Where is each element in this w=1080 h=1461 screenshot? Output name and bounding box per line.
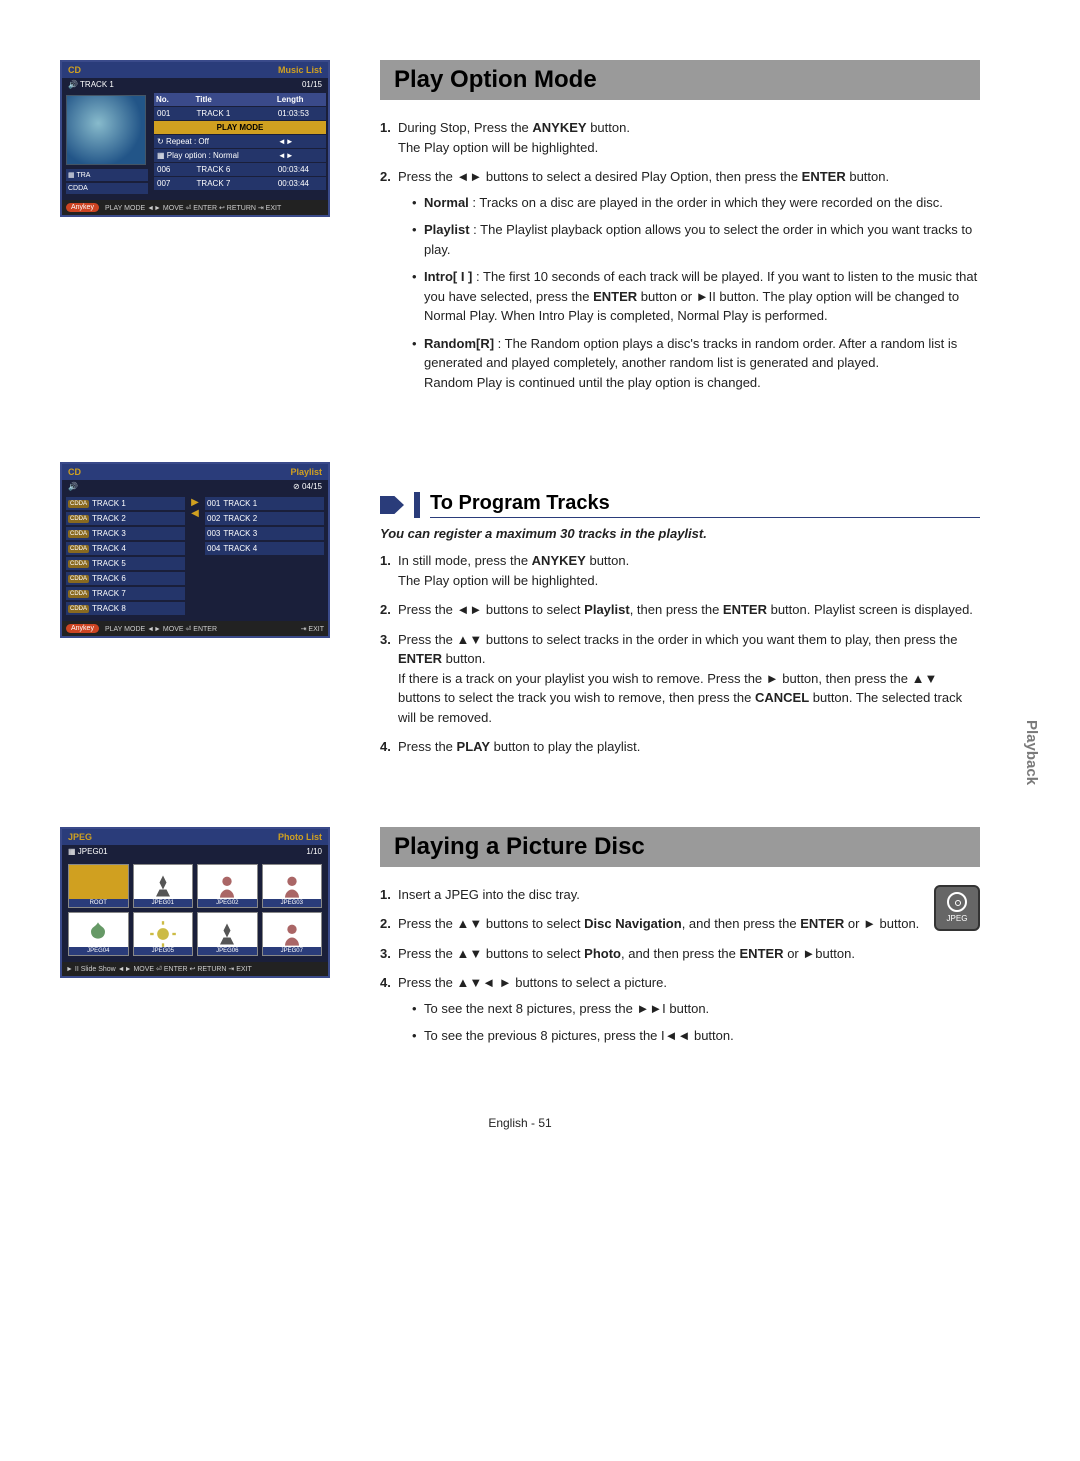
bullet: Intro[ I ] : The first 10 seconds of eac… <box>412 267 980 326</box>
osd-count: ⊘ 04/15 <box>293 482 322 491</box>
step-text: Insert a JPEG into the disc tray. <box>398 887 580 902</box>
step-text: In still mode, press the ANYKEY button.T… <box>398 553 629 588</box>
step-list: 1.Insert a JPEG into the disc tray. 2.Pr… <box>380 885 980 1046</box>
arrow-icon <box>380 496 404 514</box>
playlist-source-row: CDDATRACK 4 <box>66 542 185 555</box>
step-list: 1.In still mode, press the ANYKEY button… <box>380 551 980 757</box>
photo-thumbnail: JPEG01 <box>133 864 194 908</box>
osd-footer: Anykey PLAY MODE ◄► MOVE ⏎ ENTER ⇥ EXIT <box>62 621 328 636</box>
playlist-move-icon: ▶◀ <box>189 497 201 617</box>
sub-note: You can register a maximum 30 tracks in … <box>380 526 980 541</box>
osd-title: JPEG <box>68 832 92 842</box>
osd-playlist: CD Playlist 🔊 ⊘ 04/15 CDDATRACK 1 CDDATRA… <box>60 462 330 638</box>
osd-speaker-icon: 🔊 <box>68 482 78 491</box>
playlist-source-row: CDDATRACK 7 <box>66 587 185 600</box>
osd-title: CD <box>68 65 81 75</box>
osd-track: 🔊 TRACK 1 <box>68 80 114 89</box>
osd-count: 1/10 <box>306 847 322 856</box>
section-title: Playing a Picture Disc <box>380 827 980 867</box>
playlist-dest-row: 001TRACK 1 <box>205 497 324 510</box>
photo-thumbnail: JPEG04 <box>68 912 129 956</box>
step-text: During Stop, Press the ANYKEY button.The… <box>398 120 630 155</box>
section-title: Play Option Mode <box>380 60 980 100</box>
step-list: 1.During Stop, Press the ANYKEY button.T… <box>380 118 980 392</box>
playlist-source-row: CDDATRACK 2 <box>66 512 185 525</box>
bullet: Normal : Tracks on a disc are played in … <box>412 193 980 213</box>
sub-heading: To Program Tracks <box>430 492 980 518</box>
playlist-source-row: CDDATRACK 5 <box>66 557 185 570</box>
playlist-dest-row: 003TRACK 3 <box>205 527 324 540</box>
step-text: Press the PLAY button to play the playli… <box>398 739 640 754</box>
photo-thumbnail: JPEG05 <box>133 912 194 956</box>
osd-left-label: CDDA <box>66 183 148 194</box>
playlist-source-row: CDDATRACK 8 <box>66 602 185 615</box>
osd-footer: ► II Slide Show ◄► MOVE ⏎ ENTER ↩ RETURN… <box>62 962 328 976</box>
osd-left-label: ▦ TRA <box>66 169 148 181</box>
section-program-tracks: CD Playlist 🔊 ⊘ 04/15 CDDATRACK 1 CDDATRA… <box>60 462 980 767</box>
osd-title: CD <box>68 467 81 477</box>
osd-mode: Playlist <box>290 467 322 477</box>
osd-file: ▦ JPEG01 <box>68 847 108 856</box>
playlist-source-row: CDDATRACK 3 <box>66 527 185 540</box>
step-text: Press the ◄► buttons to select Playlist,… <box>398 602 973 617</box>
side-tab: Playback <box>1023 720 1040 785</box>
bullet: Playlist : The Playlist playback option … <box>412 220 980 259</box>
bullet: Random[R] : The Random option plays a di… <box>412 334 980 393</box>
cd-artwork <box>66 95 146 165</box>
osd-count: 01/15 <box>302 80 322 89</box>
bullet: To see the next 8 pictures, press the ►►… <box>412 999 980 1019</box>
playlist-dest-row: 004TRACK 4 <box>205 542 324 555</box>
osd-music-list: CD Music List 🔊 TRACK 1 01/15 ▦ TRA CDDA <box>60 60 330 217</box>
step-text: Press the ▲▼ buttons to select Photo, an… <box>398 946 855 961</box>
photo-thumbnail: JPEG07 <box>262 912 323 956</box>
step-text: Press the ▲▼ buttons to select Disc Navi… <box>398 916 919 931</box>
playlist-source-row: CDDATRACK 6 <box>66 572 185 585</box>
photo-thumbnail: JPEG03 <box>262 864 323 908</box>
playlist-dest-row: 002TRACK 2 <box>205 512 324 525</box>
photo-thumbnail: JPEG06 <box>197 912 258 956</box>
bullet: To see the previous 8 pictures, press th… <box>412 1026 980 1046</box>
osd-photo-list: JPEG Photo List ▦ JPEG01 1/10 ROOTJPEG01… <box>60 827 330 978</box>
section-play-option: CD Music List 🔊 TRACK 1 01/15 ▦ TRA CDDA <box>60 60 980 402</box>
step-text: Press the ▲▼◄ ► buttons to select a pict… <box>398 975 667 990</box>
photo-thumbnail: ROOT <box>68 864 129 908</box>
step-text: Press the ◄► buttons to select a desired… <box>398 169 889 184</box>
osd-footer: Anykey PLAY MODE ◄► MOVE ⏎ ENTER ↩ RETUR… <box>62 200 328 215</box>
page-footer: English - 51 <box>60 1116 980 1130</box>
osd-mode: Photo List <box>278 832 322 842</box>
step-text: Press the ▲▼ buttons to select tracks in… <box>398 632 962 725</box>
playlist-source-row: CDDATRACK 1 <box>66 497 185 510</box>
osd-mode: Music List <box>278 65 322 75</box>
section-picture-disc: JPEG Photo List ▦ JPEG01 1/10 ROOTJPEG01… <box>60 827 980 1056</box>
photo-thumbnail: JPEG02 <box>197 864 258 908</box>
track-table: No.TitleLength 001TRACK 101:03:53 PLAY M… <box>154 93 326 190</box>
